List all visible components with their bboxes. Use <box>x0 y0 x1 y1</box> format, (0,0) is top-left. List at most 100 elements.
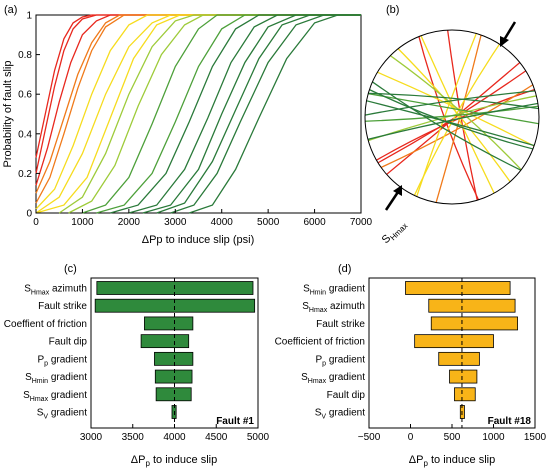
c-x-tick-label: 3000 <box>80 432 103 443</box>
b-plane-line <box>365 77 539 156</box>
c-x-tick-label: 5000 <box>247 432 270 443</box>
c-x-ticks: 3000 3500 4000 4500 5000 <box>80 424 270 443</box>
a-y-tick-label: 1 <box>26 11 32 22</box>
category-label: Fault strike <box>316 319 365 330</box>
a-series-line <box>35 14 361 174</box>
a-series-line <box>188 14 361 214</box>
panel-d-tornado-chart: SHmin gradient SHmax azimuth Fault strike C… <box>275 277 547 468</box>
d-fault-title: Fault #18 <box>488 416 532 427</box>
a-x-tick-label: 4000 <box>211 217 234 228</box>
category-label: SHmax azimuth <box>24 284 87 297</box>
d-x-tick-label: 1000 <box>482 432 505 443</box>
c-bars-group <box>94 281 256 419</box>
d-x-tick-label: 0 <box>408 432 414 443</box>
category-label: Fault strike <box>38 301 87 312</box>
category-label: SHmax azimuth <box>302 301 365 314</box>
d-x-tick-label: −500 <box>358 432 381 443</box>
a-y-tick-label: 0 <box>26 209 32 220</box>
a-series-line <box>35 14 361 158</box>
panel-label-b: (b) <box>386 4 399 16</box>
category-label: SHmin gradient <box>303 284 365 297</box>
arrow-top-icon <box>500 21 517 47</box>
d-category-labels: SHmin gradient SHmax azimuth Fault strike C… <box>275 284 366 421</box>
panel-a-line-chart: 0 1000 2000 3000 4000 5000 6000 7000 0 0.2 0.4 0.6… <box>2 11 373 247</box>
d-bar <box>430 316 518 331</box>
panel-label-c: (c) <box>64 263 77 275</box>
a-x-tick-label: 5000 <box>257 217 280 228</box>
category-label: Fault dip <box>49 337 88 348</box>
d-x-tick-label: 500 <box>444 432 461 443</box>
a-series-line <box>35 14 361 186</box>
b-plane-line <box>444 30 485 204</box>
a-y-ticks: 0 0.2 0.4 0.6 0.8 1 <box>18 11 40 220</box>
d-x-tick-label: 1500 <box>524 432 547 443</box>
a-series-line <box>35 14 361 194</box>
a-x-axis-label: ΔPp to induce slip (psi) <box>142 234 255 246</box>
a-series-line <box>68 14 361 214</box>
a-x-tick-label: 3000 <box>164 217 187 228</box>
a-x-tick-label: 2000 <box>118 217 141 228</box>
d-x-ticks: −500 0 500 1000 1500 <box>358 424 547 443</box>
a-y-tick-label: 0.8 <box>18 50 32 61</box>
category-label: Pp gradient <box>316 354 366 367</box>
a-y-tick-label: 0.2 <box>18 169 32 180</box>
a-x-tick-label: 0 <box>33 217 39 228</box>
a-x-ticks: 0 1000 2000 3000 4000 5000 6000 7000 <box>33 209 373 228</box>
a-series-line <box>142 14 361 214</box>
a-series-line <box>96 14 361 214</box>
c-bar <box>144 316 194 331</box>
b-plane-line <box>365 101 539 123</box>
a-series-line <box>156 14 361 214</box>
d-x-axis-label: ΔPp to induce slip <box>409 454 495 468</box>
b-plane-line <box>406 30 486 204</box>
c-bar <box>154 351 194 366</box>
c-bar <box>154 369 193 384</box>
panel-b-stereonet: SHmax <box>364 21 540 248</box>
svg-text:SHmax: SHmax <box>380 218 410 248</box>
a-y-tick-label: 0.4 <box>18 129 32 140</box>
a-y-axis-label: Probability of fault slip <box>2 61 14 168</box>
c-x-axis-label: ΔPp to induce slip <box>131 454 217 468</box>
c-x-tick-label: 4500 <box>205 432 228 443</box>
category-label: SHmax gradient <box>23 390 87 403</box>
d-bar <box>438 351 480 366</box>
category-label: Coeffient of friction <box>4 319 87 330</box>
d-bar <box>405 281 511 295</box>
stereonet-circle <box>364 29 540 205</box>
a-series-line <box>35 14 361 204</box>
d-bar <box>428 298 516 313</box>
category-label: SHmin gradient <box>25 372 87 385</box>
c-x-tick-label: 3500 <box>122 432 145 443</box>
d-bar <box>454 387 476 402</box>
a-series-line <box>35 14 361 210</box>
c-bar <box>155 387 192 402</box>
a-x-tick-label: 1000 <box>71 217 94 228</box>
a-y-tick-label: 0.6 <box>18 90 32 101</box>
d-bars-group <box>405 281 518 419</box>
category-label: Coefficient of friction <box>275 337 365 348</box>
a-series-line <box>35 14 361 214</box>
d-bar <box>414 334 494 349</box>
panel-label-d: (d) <box>338 263 351 275</box>
category-label: SHmax gradient <box>301 372 365 385</box>
c-bar <box>140 334 190 349</box>
shmax-annotation: SHmax <box>380 218 410 248</box>
a-x-tick-label: 7000 <box>350 217 373 228</box>
category-label: SV gradient <box>315 408 365 421</box>
b-lines-group <box>365 30 539 204</box>
b-plane-line <box>411 30 491 204</box>
a-series-line <box>35 14 361 214</box>
a-series-line <box>110 14 361 214</box>
a-series-group <box>35 14 361 214</box>
panel-label-a: (a) <box>4 4 17 16</box>
panel-c-tornado-chart: SHmax azimuth Fault strike Coeffient of fr… <box>4 277 270 468</box>
c-x-tick-label: 4000 <box>163 432 186 443</box>
a-series-line <box>58 14 361 214</box>
a-x-tick-label: 6000 <box>303 217 326 228</box>
category-label: Fault dip <box>327 390 366 401</box>
a-series-line <box>82 14 361 214</box>
c-category-labels: SHmax azimuth Fault strike Coeffient of fr… <box>4 284 88 421</box>
category-label: SV gradient <box>37 408 87 421</box>
d-bar <box>449 369 478 384</box>
